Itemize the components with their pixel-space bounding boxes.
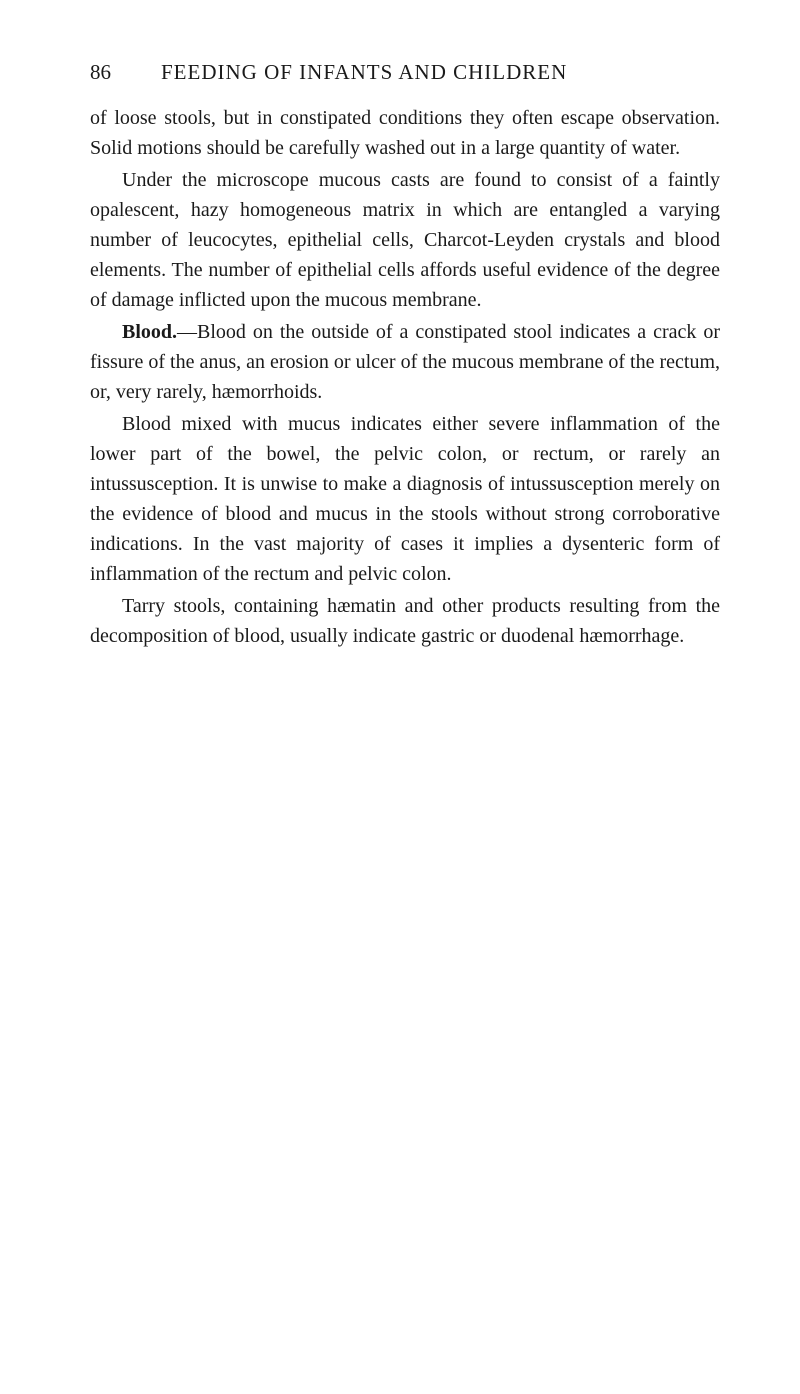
paragraph-3: Blood.—Blood on the outside of a constip… <box>90 317 720 407</box>
body-content: of loose stools, but in constipated cond… <box>90 103 720 651</box>
page-header: 86 FEEDING OF INFANTS AND CHILDREN <box>90 60 720 85</box>
section-label-blood: Blood. <box>122 321 177 343</box>
paragraph-5: Tarry stools, containing hæmatin and oth… <box>90 591 720 651</box>
paragraph-3-text: —Blood on the outside of a constipated s… <box>90 321 720 403</box>
paragraph-4: Blood mixed with mucus indicates either … <box>90 409 720 589</box>
paragraph-1: of loose stools, but in constipated cond… <box>90 103 720 163</box>
page-number: 86 <box>90 60 111 85</box>
page-title: FEEDING OF INFANTS AND CHILDREN <box>161 60 567 85</box>
paragraph-2: Under the microscope mucous casts are fo… <box>90 165 720 315</box>
